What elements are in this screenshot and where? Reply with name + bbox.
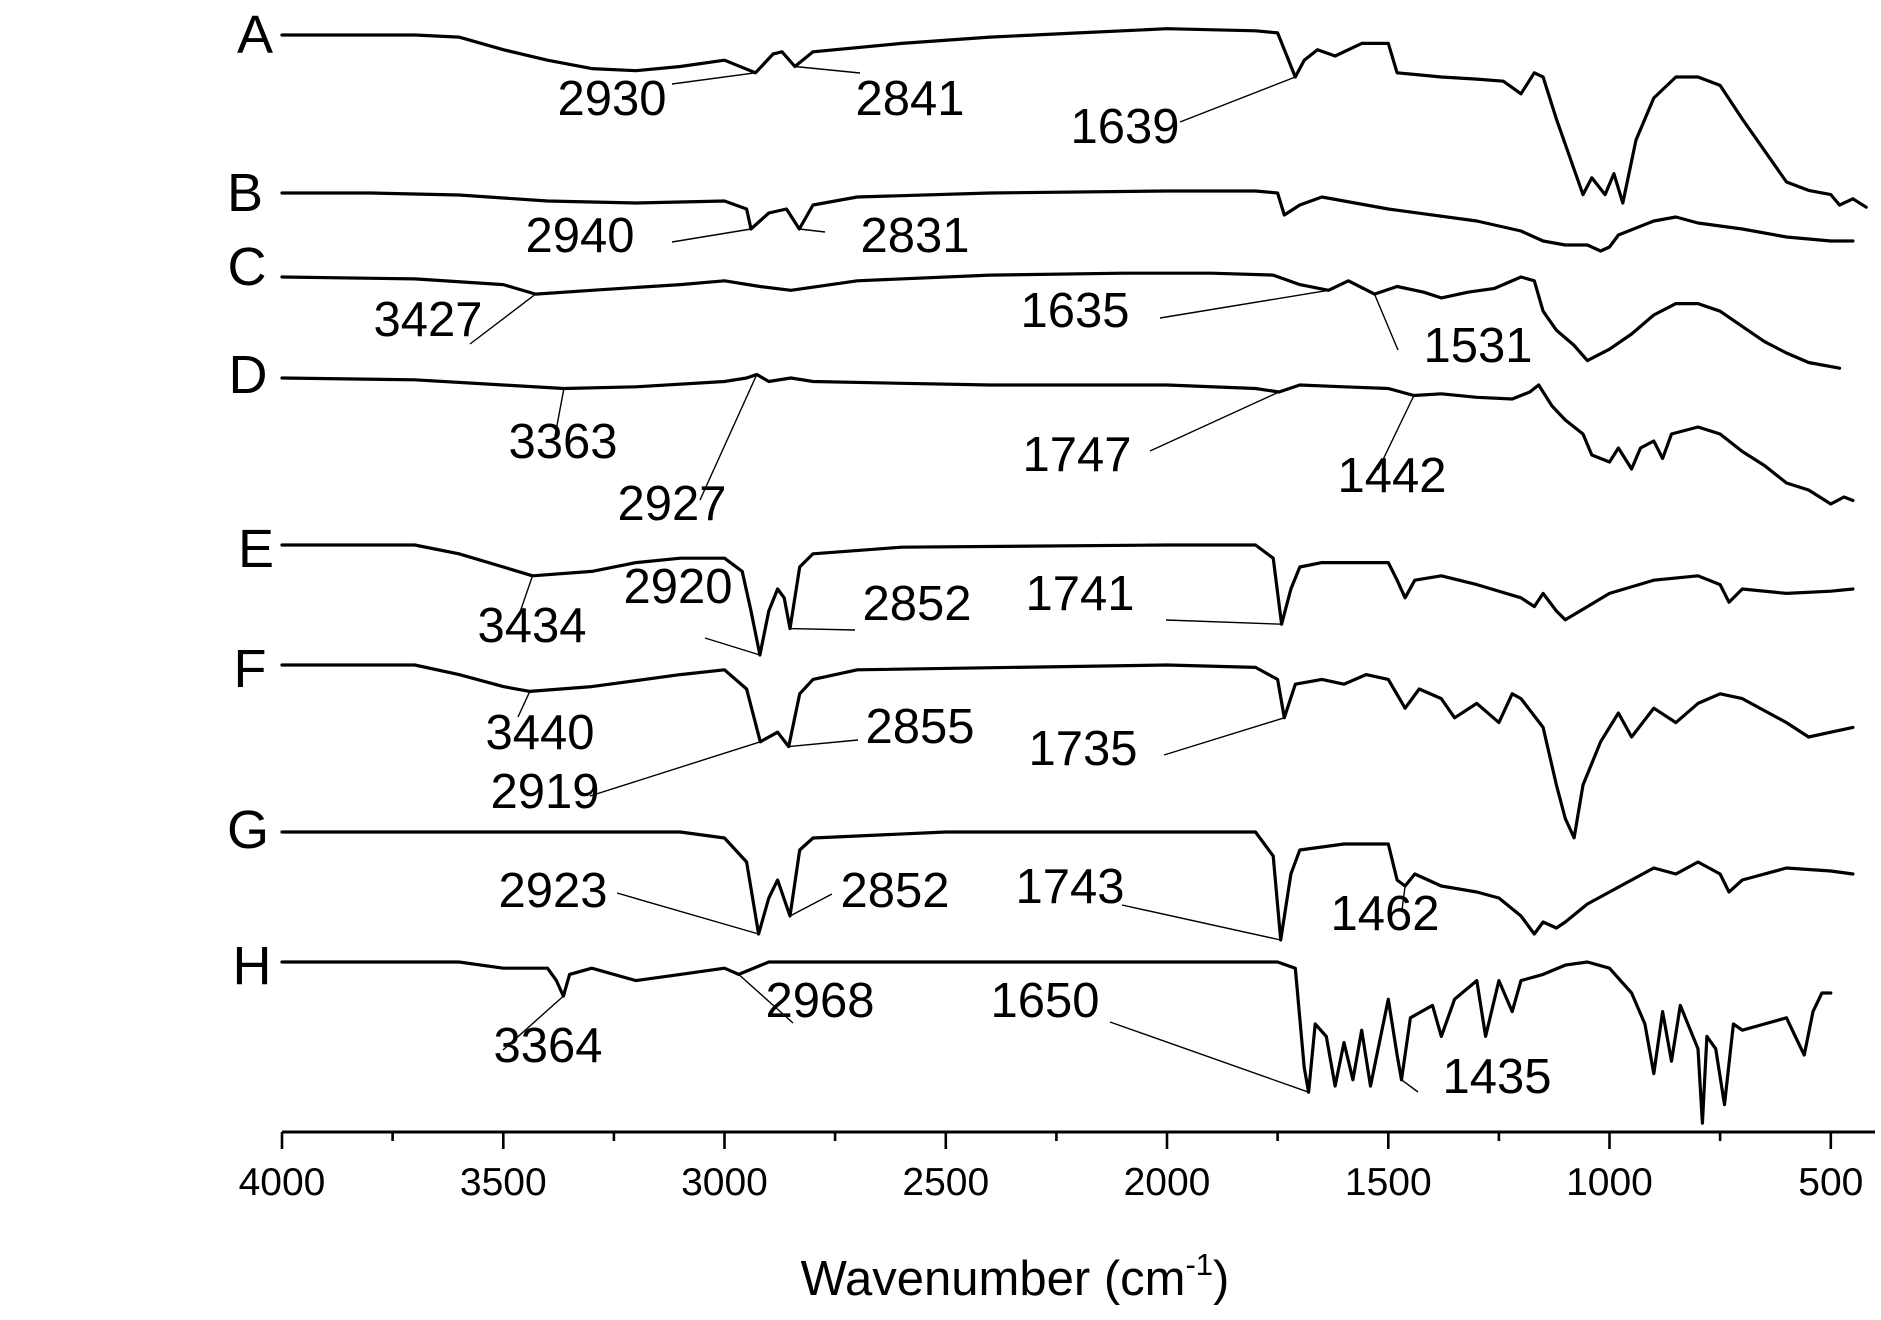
peak-leader-a-2841 <box>794 65 861 74</box>
peak-leader-g-2852 <box>789 893 833 917</box>
peak-leader-e-3434 <box>517 575 534 619</box>
peak-leader-d-1442 <box>1377 395 1415 471</box>
series-label-d: D <box>229 345 268 405</box>
peak-leader-h-1435 <box>1401 1079 1419 1093</box>
spectra-traces <box>280 27 1868 1125</box>
peak-leader-f-3440 <box>517 691 531 718</box>
spectrum-trace-f <box>280 663 1855 840</box>
peak-label-d-1442: 1442 <box>1337 449 1446 503</box>
peak-leader-a-2930 <box>671 72 756 85</box>
peak-label-e-1741: 1741 <box>1025 567 1134 621</box>
x-axis-ticks <box>280 1132 1833 1149</box>
peak-leader-h-1650 <box>1109 1021 1309 1093</box>
peak-leader-d-3363 <box>554 388 565 437</box>
x-tick-label-1500: 1500 <box>1345 1161 1432 1204</box>
x-tick-label-4000: 4000 <box>239 1161 326 1204</box>
x-axis: 4000 3500 3000 2500 2000 1500 1000 500 <box>239 1130 1875 1204</box>
peak-leader-d-1747 <box>1149 391 1280 452</box>
annotation-leaders <box>469 65 1419 1093</box>
peak-label-e-3434: 3434 <box>477 599 586 653</box>
peak-label-c-1635: 1635 <box>1020 284 1129 338</box>
peak-label-h-3364: 3364 <box>493 1019 602 1073</box>
peak-leader-e-2852 <box>789 627 856 631</box>
x-tick-label-2500: 2500 <box>902 1161 989 1204</box>
peak-leader-f-2919 <box>589 741 761 797</box>
peak-leader-c-1635 <box>1159 289 1329 319</box>
peak-leader-g-1462 <box>1401 885 1406 911</box>
series-label-f: F <box>234 639 267 699</box>
peak-label-f-2919: 2919 <box>490 765 599 819</box>
series-labels: A BCD EF G H <box>227 5 274 996</box>
spectrum-trace-b <box>280 189 1855 253</box>
peak-label-e-2920: 2920 <box>623 560 732 614</box>
peak-leader-g-1743 <box>1121 904 1281 941</box>
peak-label-d-1747: 1747 <box>1022 428 1131 482</box>
peak-label-f-2855: 2855 <box>865 700 974 754</box>
x-axis-title-main: Wavenumber (cm <box>801 1252 1186 1306</box>
peak-leader-h-2968 <box>738 973 794 1024</box>
peak-label-h-1435: 1435 <box>1442 1050 1551 1104</box>
peak-leader-f-1735 <box>1163 717 1285 756</box>
peak-label-e-2852: 2852 <box>862 577 971 631</box>
peak-label-f-1735: 1735 <box>1028 722 1137 776</box>
peak-label-a-2841: 2841 <box>855 72 964 126</box>
peak-label-g-1462: 1462 <box>1330 887 1439 941</box>
peak-leader-b-2940 <box>671 228 752 243</box>
spectrum-trace-g <box>280 830 1855 942</box>
x-axis-tick-labels: 4000 3500 3000 2500 2000 1500 1000 500 <box>239 1161 1864 1204</box>
peak-leader-e-1741 <box>1165 619 1282 625</box>
peak-leader-e-2920 <box>704 637 761 656</box>
series-label-c: C <box>228 237 267 297</box>
spectrum-trace-a <box>280 27 1868 209</box>
peak-leader-d-2927 <box>699 374 758 501</box>
spectrum-trace-h <box>280 960 1833 1125</box>
peak-label-a-1639: 1639 <box>1070 100 1179 154</box>
x-axis-title: Wavenumber (cm-1) <box>801 1247 1230 1306</box>
peak-label-b-2940: 2940 <box>525 209 634 263</box>
x-axis-title-superscript: -1 <box>1185 1247 1213 1282</box>
peak-leader-c-3427 <box>469 293 537 345</box>
peak-leader-c-1531 <box>1373 293 1399 351</box>
peak-label-c-3427: 3427 <box>373 293 482 347</box>
peak-leader-b-2831 <box>799 228 826 233</box>
spectrum-trace-d <box>280 372 1855 506</box>
peak-label-h-2968: 2968 <box>765 974 874 1028</box>
peak-label-g-2852: 2852 <box>840 864 949 918</box>
peak-annotations: 2930 2841 1639 2940 2831 3427 1635 1531 33632927… <box>373 72 1551 1104</box>
x-tick-label-3000: 3000 <box>681 1161 768 1204</box>
peak-label-g-2923: 2923 <box>498 864 607 918</box>
peak-label-d-3363: 3363 <box>508 415 617 469</box>
peak-label-g-1743: 1743 <box>1015 860 1124 914</box>
peak-leader-a-1639 <box>1179 76 1296 123</box>
x-tick-label-1000: 1000 <box>1566 1161 1653 1204</box>
x-axis-title-close: ) <box>1213 1252 1229 1306</box>
peak-label-f-3440: 3440 <box>485 706 594 760</box>
series-label-h: H <box>233 936 272 996</box>
peak-leader-g-2923 <box>616 892 759 935</box>
series-label-e: E <box>238 519 274 579</box>
peak-label-c-1531: 1531 <box>1423 319 1532 373</box>
peak-leader-h-3364 <box>502 995 564 1051</box>
peak-label-h-1650: 1650 <box>990 974 1099 1028</box>
peak-label-b-2831: 2831 <box>860 209 969 263</box>
x-tick-label-3500: 3500 <box>460 1161 547 1204</box>
spectrum-trace-e <box>280 543 1855 657</box>
spectrum-trace-c <box>280 271 1842 370</box>
peak-label-d-2927: 2927 <box>617 477 726 531</box>
peak-label-a-2930: 2930 <box>557 72 666 126</box>
peak-leader-f-2855 <box>788 739 859 748</box>
series-label-g: G <box>227 800 269 860</box>
x-tick-label-2000: 2000 <box>1124 1161 1211 1204</box>
series-label-a: A <box>237 5 273 65</box>
series-label-b: B <box>227 163 263 223</box>
x-tick-label-500: 500 <box>1798 1161 1863 1204</box>
